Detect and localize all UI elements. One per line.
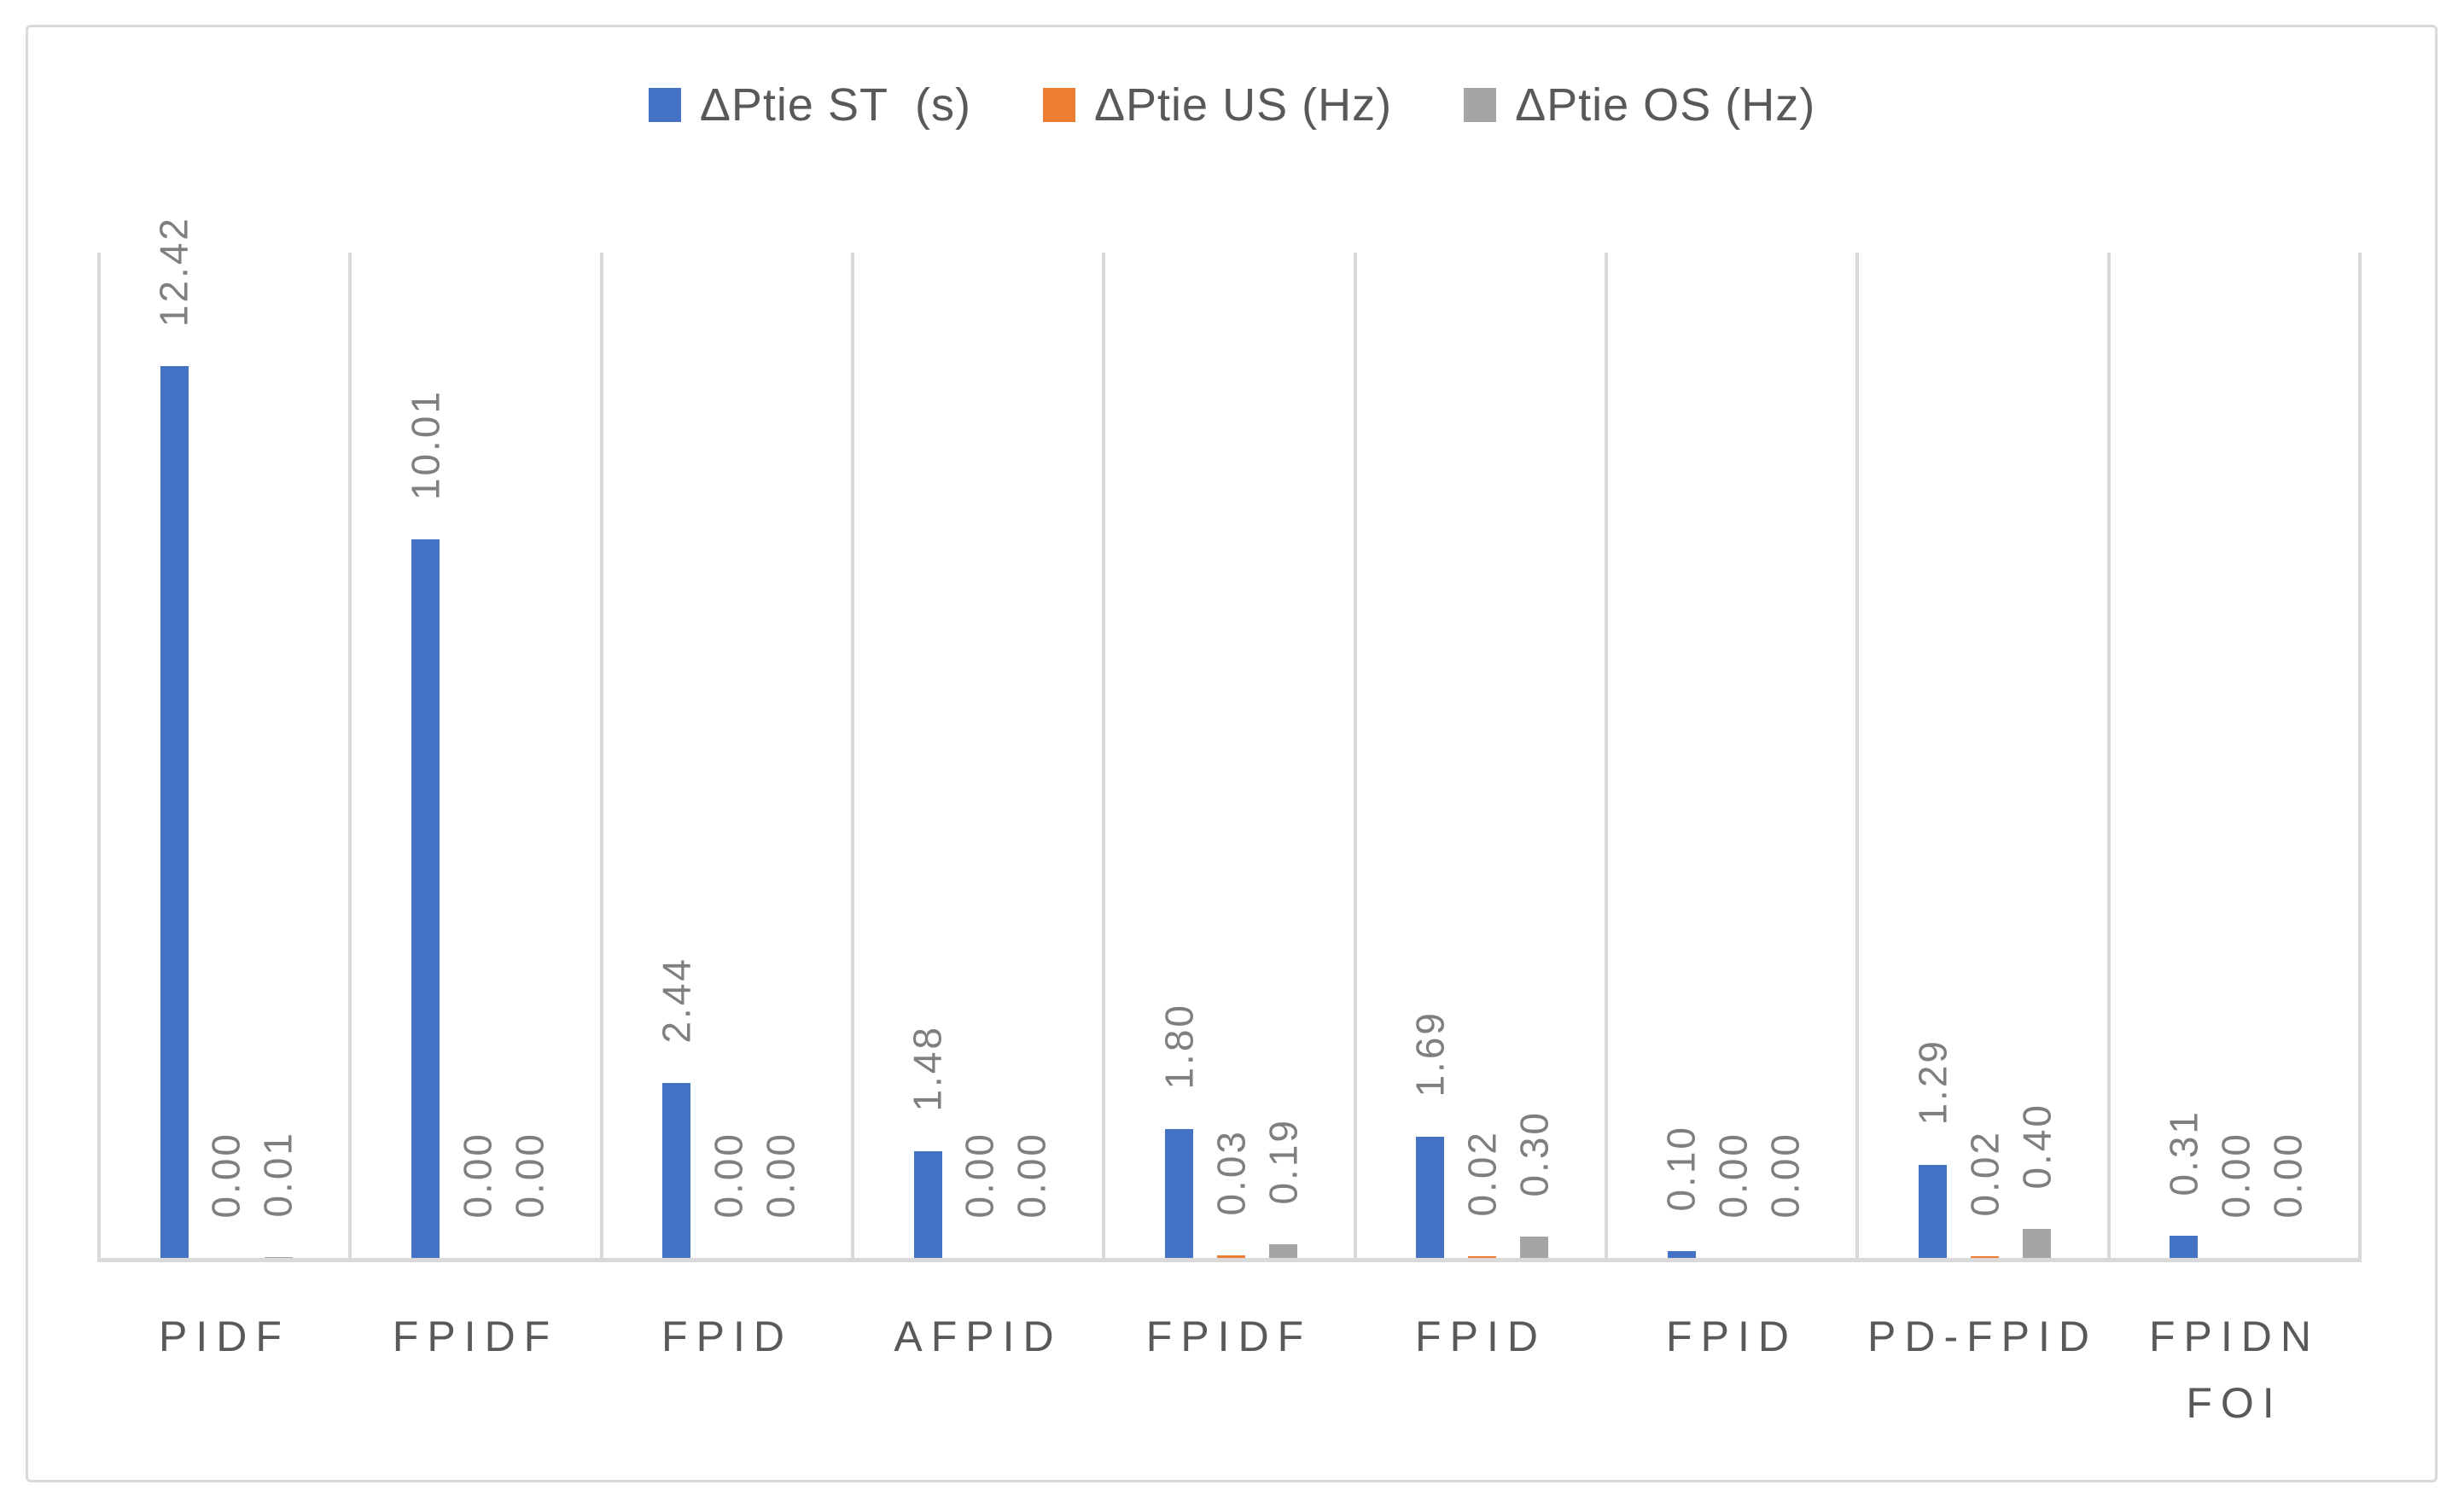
data-label: 2.44 — [654, 957, 699, 1044]
bar-ΔPtie-ST-(s) — [914, 1151, 942, 1258]
data-label: 0.00 — [2213, 1132, 2258, 1219]
category-label: PIDF — [159, 1313, 290, 1360]
data-label: 10.01 — [403, 388, 448, 500]
bar-ΔPtie-OS-(Hz) — [265, 1257, 293, 1258]
data-label: 0.03 — [1209, 1129, 1254, 1216]
data-label: 0.30 — [1512, 1110, 1557, 1197]
data-label: 0.00 — [1710, 1132, 1756, 1219]
chart-border — [26, 25, 2438, 1482]
data-label: 0.31 — [2161, 1109, 2206, 1196]
legend-label: ΔPtie OS (Hz) — [1515, 79, 1816, 131]
data-label: 12.42 — [151, 215, 196, 327]
category-gridline — [1102, 253, 1105, 1258]
category-gridline — [1605, 253, 1608, 1258]
data-label: 1.29 — [1910, 1039, 1955, 1126]
data-label: 1.69 — [1407, 1010, 1453, 1097]
legend-item: ΔPtie ST (s) — [648, 79, 971, 131]
legend: ΔPtie ST (s) ΔPtie US (Hz) ΔPtie OS (Hz) — [0, 79, 2464, 131]
data-label: 0.00 — [1009, 1132, 1054, 1219]
category-gridline — [1855, 253, 1859, 1258]
legend-label: ΔPtie ST (s) — [699, 79, 971, 131]
legend-item: ΔPtie OS (Hz) — [1464, 79, 1815, 131]
data-label: 0.40 — [2014, 1103, 2059, 1190]
bar-ΔPtie-US-(Hz) — [1468, 1256, 1496, 1258]
bar-ΔPtie-ST-(s) — [1668, 1251, 1696, 1258]
x-axis-line — [97, 1258, 2362, 1262]
bar-ΔPtie-ST-(s) — [662, 1083, 690, 1258]
data-label: 0.02 — [1962, 1130, 2007, 1217]
data-label: 0.00 — [203, 1132, 248, 1219]
category-label: FPIDF — [392, 1313, 559, 1360]
data-label: 0.02 — [1459, 1130, 1505, 1217]
data-label: 0.00 — [2265, 1132, 2310, 1219]
legend-swatch-icon — [1042, 88, 1075, 122]
category-gridline — [2358, 253, 2362, 1258]
legend-label: ΔPtie US (Hz) — [1093, 79, 1393, 131]
data-label: 1.80 — [1156, 1003, 1202, 1090]
category-gridline — [1354, 253, 1357, 1258]
category-label: FPIDF — [1145, 1313, 1313, 1360]
data-label: 1.48 — [905, 1025, 950, 1112]
category-label: FPIDN FOI — [2149, 1313, 2320, 1427]
bar-ΔPtie-OS-(Hz) — [2023, 1229, 2051, 1258]
legend-swatch-icon — [1464, 88, 1497, 122]
data-label: 0.00 — [455, 1132, 500, 1219]
bar-ΔPtie-OS-(Hz) — [1520, 1237, 1548, 1258]
data-label: 0.00 — [706, 1132, 751, 1219]
category-gridline — [97, 253, 101, 1258]
category-gridline — [2107, 253, 2111, 1258]
category-label: FPID — [661, 1313, 793, 1360]
bar-ΔPtie-US-(Hz) — [1217, 1255, 1245, 1258]
bar-ΔPtie-ST-(s) — [1416, 1137, 1444, 1258]
data-label: 0.10 — [1658, 1125, 1704, 1212]
data-label: 0.00 — [1762, 1132, 1808, 1219]
bar-ΔPtie-ST-(s) — [411, 539, 440, 1258]
category-gridline — [851, 253, 854, 1258]
data-label: 0.00 — [957, 1132, 1002, 1219]
category-label: AFPID — [894, 1313, 1063, 1360]
data-label: 0.19 — [1261, 1118, 1306, 1205]
category-gridline — [348, 253, 352, 1258]
data-label: 0.00 — [507, 1132, 552, 1219]
bar-ΔPtie-ST-(s) — [2170, 1236, 2198, 1258]
legend-item: ΔPtie US (Hz) — [1042, 79, 1393, 131]
bar-ΔPtie-US-(Hz) — [1971, 1256, 1999, 1258]
category-gridline — [600, 253, 603, 1258]
data-label: 0.00 — [758, 1132, 803, 1219]
bar-ΔPtie-ST-(s) — [160, 366, 189, 1258]
legend-swatch-icon — [648, 88, 681, 122]
bar-ΔPtie-ST-(s) — [1165, 1129, 1193, 1258]
category-label: FPID — [1666, 1313, 1797, 1360]
bar-ΔPtie-OS-(Hz) — [1269, 1244, 1297, 1258]
data-label: 0.01 — [255, 1131, 300, 1218]
category-label: FPID — [1415, 1313, 1547, 1360]
bar-ΔPtie-ST-(s) — [1919, 1165, 1947, 1258]
category-label: PD-FPID — [1867, 1313, 2098, 1360]
